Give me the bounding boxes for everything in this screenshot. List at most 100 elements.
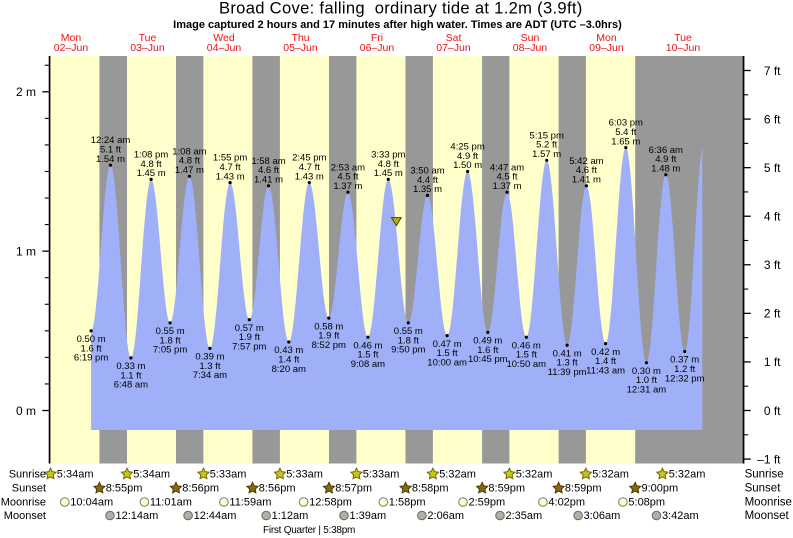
svg-text:0.41 m: 0.41 m (553, 348, 582, 359)
svg-text:0.46 m: 0.46 m (512, 340, 541, 351)
svg-text:5:32am: 5:32am (592, 469, 629, 481)
svg-text:8:52 pm: 8:52 pm (312, 340, 346, 351)
svg-text:1 m: 1 m (16, 244, 36, 258)
svg-text:Tue: Tue (674, 32, 692, 44)
svg-text:5:33am: 5:33am (363, 469, 400, 481)
svg-text:Tue: Tue (139, 32, 157, 44)
svg-text:Mon: Mon (61, 32, 82, 44)
svg-text:1.41 m: 1.41 m (572, 175, 601, 186)
svg-text:1.37 m: 1.37 m (492, 181, 521, 192)
svg-text:2 m: 2 m (16, 85, 36, 99)
svg-text:5:33am: 5:33am (286, 469, 323, 481)
svg-text:4.6 ft: 4.6 ft (576, 165, 597, 176)
svg-text:12:44am: 12:44am (194, 510, 237, 522)
svg-text:2:35am: 2:35am (506, 510, 543, 522)
svg-text:1.43 m: 1.43 m (295, 171, 324, 182)
svg-text:2:59pm: 2:59pm (469, 496, 506, 508)
svg-text:0.43 m: 0.43 m (274, 345, 303, 356)
svg-text:0.46 m: 0.46 m (353, 340, 382, 351)
svg-text:1 ft: 1 ft (764, 355, 781, 369)
svg-text:4.9 ft: 4.9 ft (655, 154, 676, 165)
svg-text:12:58pm: 12:58pm (309, 496, 352, 508)
svg-text:12:14am: 12:14am (116, 510, 159, 522)
svg-text:4.9 ft: 4.9 ft (457, 151, 478, 162)
svg-text:1.8 ft: 1.8 ft (160, 335, 181, 346)
svg-text:1.65 m: 1.65 m (611, 136, 640, 147)
svg-text:8:56pm: 8:56pm (182, 483, 219, 495)
svg-text:0.33 m: 0.33 m (116, 361, 145, 372)
svg-text:5:32am: 5:32am (669, 469, 706, 481)
svg-text:Sat: Sat (446, 32, 462, 44)
svg-text:5:15 pm: 5:15 pm (530, 130, 564, 141)
svg-text:09–Jun: 09–Jun (589, 42, 624, 54)
svg-text:8:56pm: 8:56pm (259, 483, 296, 495)
svg-text:11:43 am: 11:43 am (586, 365, 625, 376)
svg-text:8:58pm: 8:58pm (412, 483, 449, 495)
svg-text:Thu: Thu (291, 32, 309, 44)
svg-text:–1 ft: –1 ft (757, 452, 781, 466)
svg-text:Sunset: Sunset (12, 483, 46, 495)
svg-text:8:59pm: 8:59pm (488, 483, 525, 495)
svg-text:6:03 pm: 6:03 pm (609, 118, 643, 129)
svg-text:4.4 ft: 4.4 ft (417, 175, 438, 186)
svg-text:3:06am: 3:06am (584, 510, 621, 522)
svg-text:1.48 m: 1.48 m (651, 163, 680, 174)
svg-text:10–Jun: 10–Jun (666, 42, 701, 54)
svg-text:05–Jun: 05–Jun (283, 42, 318, 54)
svg-text:1.54 m: 1.54 m (96, 154, 125, 165)
svg-text:3:50 am: 3:50 am (410, 166, 444, 177)
svg-text:5:32am: 5:32am (516, 469, 553, 481)
svg-text:Moonrise: Moonrise (745, 496, 792, 508)
svg-text:1.0 ft: 1.0 ft (636, 375, 657, 386)
svg-text:2 ft: 2 ft (764, 307, 781, 321)
svg-text:0.39 m: 0.39 m (195, 352, 224, 363)
svg-text:4.8 ft: 4.8 ft (141, 159, 162, 170)
svg-text:1.43 m: 1.43 m (216, 171, 245, 182)
svg-text:4.8 ft: 4.8 ft (179, 156, 200, 167)
svg-text:1.4 ft: 1.4 ft (595, 356, 616, 367)
svg-text:3:42am: 3:42am (662, 510, 699, 522)
svg-text:4.7 ft: 4.7 ft (220, 162, 241, 173)
svg-text:0.42 m: 0.42 m (591, 347, 620, 358)
svg-text:3:33 pm: 3:33 pm (371, 150, 405, 161)
svg-text:5.1 ft: 5.1 ft (100, 145, 121, 156)
svg-text:Moonset: Moonset (745, 510, 790, 522)
svg-text:9:00pm: 9:00pm (642, 483, 679, 495)
svg-text:07–Jun: 07–Jun (436, 42, 471, 54)
svg-text:03–Jun: 03–Jun (130, 42, 165, 54)
svg-text:0.49 m: 0.49 m (473, 336, 502, 347)
svg-text:0.57 m: 0.57 m (235, 323, 264, 334)
svg-text:2:06am: 2:06am (427, 510, 464, 522)
svg-text:6:36 am: 6:36 am (649, 145, 683, 156)
svg-text:1.4 ft: 1.4 ft (278, 355, 299, 366)
svg-text:Sunrise: Sunrise (745, 469, 784, 481)
svg-text:8:57pm: 8:57pm (335, 483, 372, 495)
svg-text:4 ft: 4 ft (764, 210, 781, 224)
svg-text:11:59am: 11:59am (229, 496, 271, 508)
svg-text:6:48 am: 6:48 am (114, 380, 148, 391)
svg-text:Mon: Mon (596, 32, 617, 44)
svg-text:Image captured 2 hours and 17: Image captured 2 hours and 17 minutes af… (173, 19, 622, 31)
svg-text:2:53 am: 2:53 am (331, 162, 365, 173)
svg-text:04–Jun: 04–Jun (207, 42, 242, 54)
svg-text:1.6 ft: 1.6 ft (81, 343, 102, 354)
svg-text:5.4 ft: 5.4 ft (615, 127, 636, 138)
svg-text:0.47 m: 0.47 m (433, 339, 462, 350)
svg-text:5:32am: 5:32am (439, 469, 476, 481)
svg-text:1:39am: 1:39am (350, 510, 387, 522)
svg-text:1:55 pm: 1:55 pm (213, 153, 247, 164)
svg-text:4.8 ft: 4.8 ft (378, 159, 399, 170)
svg-text:11:39 pm: 11:39 pm (548, 367, 587, 378)
svg-text:0 m: 0 m (16, 404, 36, 418)
svg-text:0.30 m: 0.30 m (632, 366, 661, 377)
svg-text:5:42 am: 5:42 am (569, 156, 603, 167)
svg-text:4.6 ft: 4.6 ft (258, 165, 279, 176)
svg-text:1.3 ft: 1.3 ft (557, 358, 578, 369)
svg-text:7:34 am: 7:34 am (193, 370, 227, 381)
svg-text:6:19 pm: 6:19 pm (74, 353, 108, 364)
svg-text:8:55pm: 8:55pm (106, 483, 143, 495)
svg-text:1.5 ft: 1.5 ft (516, 350, 537, 361)
svg-text:02–Jun: 02–Jun (54, 42, 89, 54)
svg-text:10:45 pm: 10:45 pm (468, 354, 508, 365)
svg-text:Broad Cove: falling ordinary: Broad Cove: falling ordinary tide at 1.2… (219, 0, 583, 18)
